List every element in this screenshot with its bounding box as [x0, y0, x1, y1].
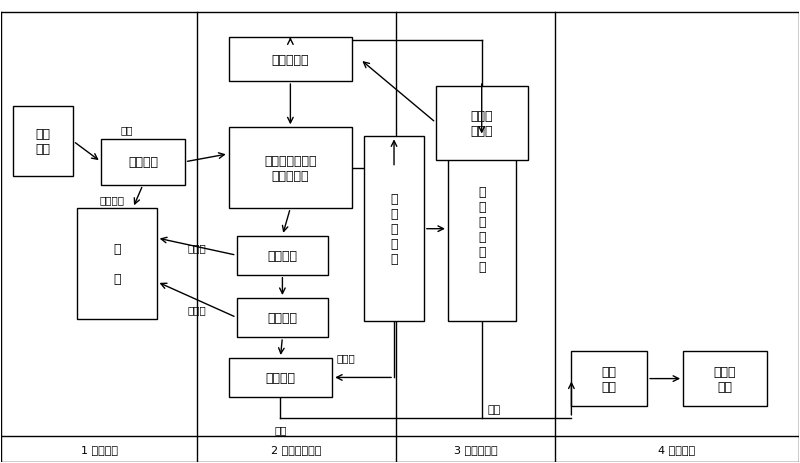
- Text: 粗石块等: 粗石块等: [99, 194, 124, 204]
- Text: 收

集: 收 集: [114, 242, 121, 285]
- Text: 破碎筛分: 破碎筛分: [128, 156, 158, 169]
- Bar: [364, 137, 424, 321]
- Text: 细砂砾: 细砂砾: [187, 305, 206, 314]
- Text: 淋洗剂加入: 淋洗剂加入: [272, 54, 309, 67]
- Bar: [683, 351, 766, 407]
- Text: 土壤再
利用: 土壤再 利用: [714, 365, 736, 393]
- Text: 砂
滤
池
过
滤: 砂 滤 池 过 滤: [390, 193, 398, 266]
- Bar: [436, 87, 527, 160]
- Text: 植物
修复: 植物 修复: [602, 365, 617, 393]
- Text: 3 淋洗液处理: 3 淋洗液处理: [454, 444, 498, 454]
- Text: 土壤淋洗反应器
混合、搅拌: 土壤淋洗反应器 混合、搅拌: [264, 154, 317, 182]
- Text: 4 植物修复: 4 植物修复: [658, 444, 695, 454]
- Bar: [237, 236, 328, 275]
- Bar: [101, 139, 185, 186]
- Bar: [571, 351, 647, 407]
- Text: 土壤: 土壤: [274, 425, 286, 434]
- Bar: [14, 107, 73, 176]
- Bar: [237, 298, 328, 338]
- Text: 粗砂砾: 粗砂砾: [187, 243, 206, 252]
- Bar: [77, 208, 157, 319]
- Text: 固液分离: 固液分离: [266, 371, 295, 384]
- Text: 1 准备阶段: 1 准备阶段: [81, 444, 118, 454]
- Bar: [448, 137, 515, 321]
- Bar: [229, 128, 352, 208]
- Text: 土壤: 土壤: [121, 125, 134, 135]
- Text: 外运: 外运: [488, 404, 501, 413]
- Text: 2 土壤淋洗处理: 2 土壤淋洗处理: [271, 444, 322, 454]
- Bar: [229, 358, 332, 397]
- Text: 活
性
炭
柱
吸
附: 活 性 炭 柱 吸 附: [478, 185, 486, 273]
- Text: 淋洗剂: 淋洗剂: [336, 352, 355, 362]
- Text: 一级筛分: 一级筛分: [267, 249, 298, 262]
- Text: 污染
土壤: 污染 土壤: [36, 128, 50, 156]
- Text: 淋洗剂
调节槽: 淋洗剂 调节槽: [470, 109, 493, 138]
- Text: 二级筛分: 二级筛分: [267, 311, 298, 324]
- Bar: [229, 38, 352, 82]
